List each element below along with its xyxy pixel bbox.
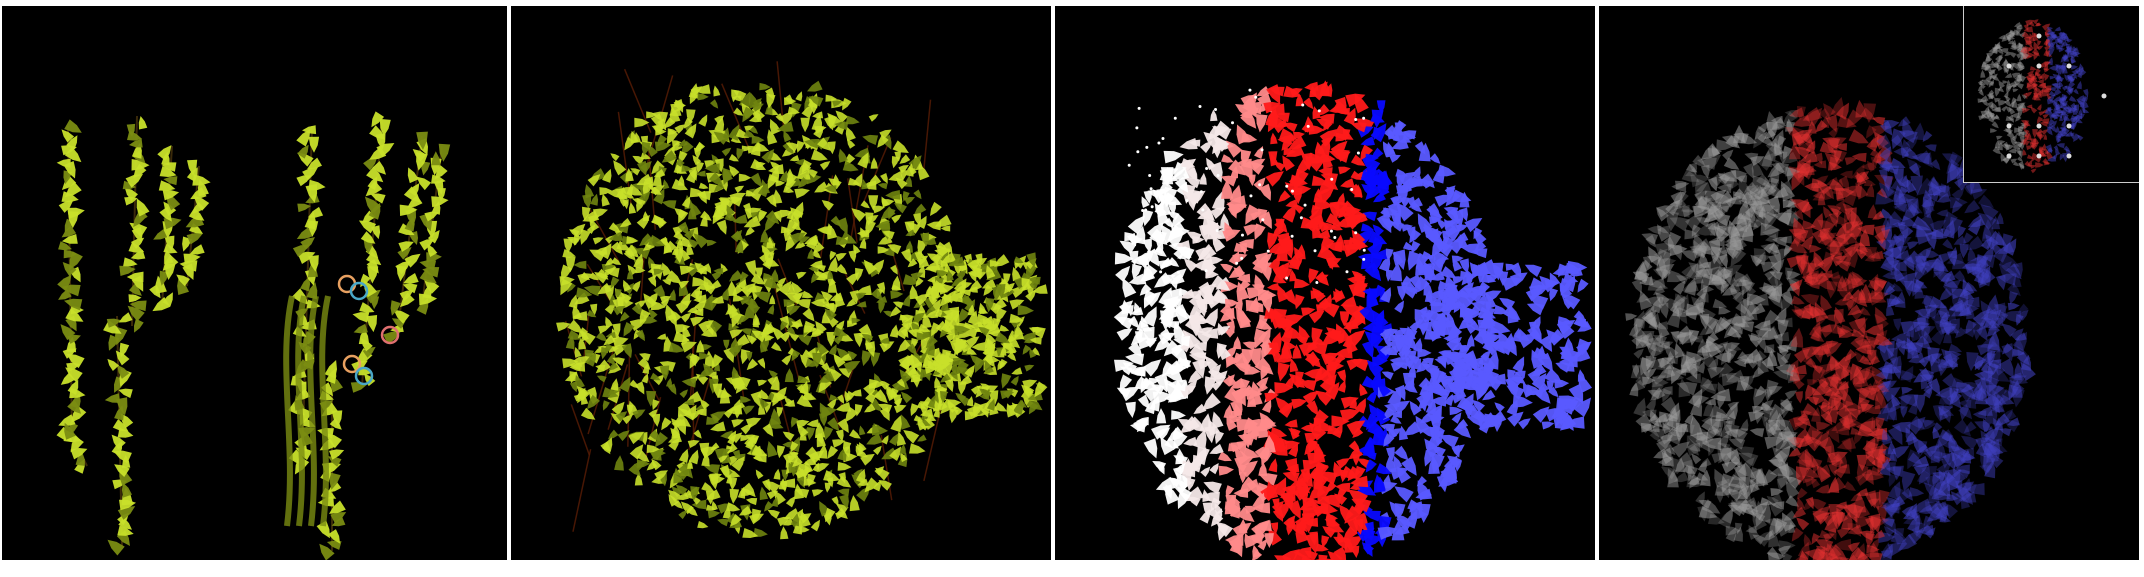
inset-overview-render xyxy=(1977,19,2107,174)
dense-foliage-render xyxy=(556,61,1048,540)
panel-cactus-plants xyxy=(2,6,507,560)
inset-overview xyxy=(1963,6,2139,183)
panel-dense-foliage xyxy=(511,6,1051,560)
soft-segmentation-render xyxy=(1625,97,2036,560)
color-segmentation-render xyxy=(1113,80,1592,560)
panel-soft-segmentation xyxy=(1599,6,2139,560)
panel-color-segmentation xyxy=(1055,6,1595,560)
cactus-plants-render xyxy=(56,111,451,560)
